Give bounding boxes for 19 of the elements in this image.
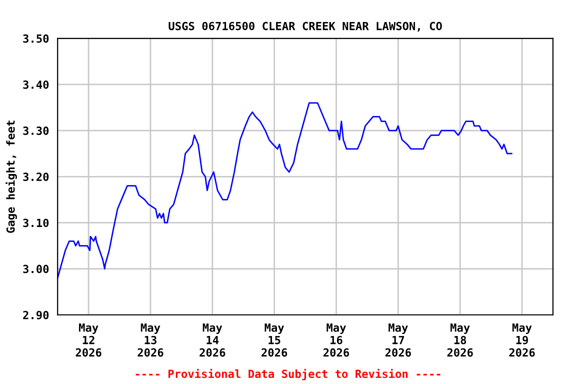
x-tick-label: May 13 2026: [138, 324, 164, 357]
x-tick-label: May 14 2026: [200, 324, 226, 357]
text: ---- Provisional Data Subject to Revision ----: [136, 368, 440, 380]
x-tick-label: May 18 2026: [447, 324, 473, 357]
y-tick-label: 3.00: [23, 264, 49, 274]
y-tick-label: 3.40: [23, 80, 49, 89]
y-tick-label: 2.90: [23, 310, 49, 320]
x-tick-label: May 19 2026: [509, 324, 535, 357]
y-axis-title: Gage height, feet: [6, 120, 17, 233]
y-tick-label: 3.50: [23, 34, 49, 43]
x-tick-label: May 16 2026: [323, 324, 350, 357]
x-tick-label: May 12 2026: [76, 324, 102, 357]
x-tick-label: May 17 2026: [385, 324, 411, 357]
y-tick-label: 3.20: [23, 172, 49, 182]
line-series: [58, 102, 512, 279]
y-tick-label: 3.10: [23, 218, 49, 228]
y-tick-label: 3.30: [23, 126, 49, 135]
x-tick-label: May 15 2026: [262, 324, 288, 357]
chart-title: USGS 06716500 CLEAR CREEK NEAR LAWSON, CO: [168, 22, 442, 32]
